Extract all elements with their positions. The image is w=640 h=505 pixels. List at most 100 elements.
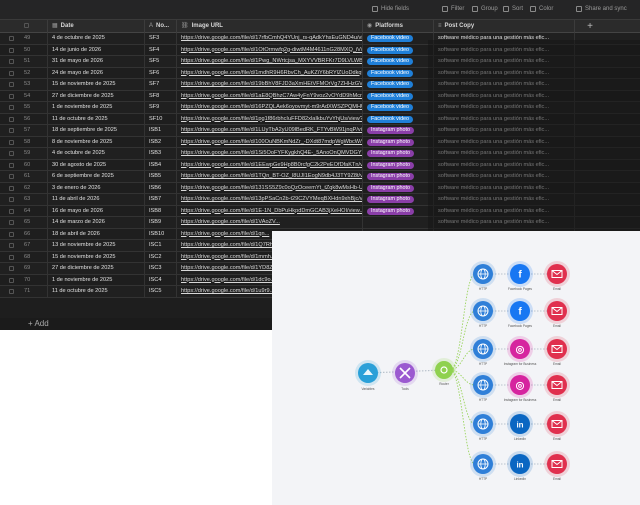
http-module[interactable]	[470, 451, 496, 477]
platforms-cell[interactable]: Facebook video	[363, 79, 434, 90]
group-button[interactable]: Group	[472, 6, 498, 12]
add-column-button[interactable]: +	[587, 21, 593, 32]
no-cell[interactable]: ISC2	[145, 251, 177, 263]
tools-module[interactable]	[392, 360, 418, 386]
social-module[interactable]: f	[507, 298, 533, 324]
no-cell[interactable]: SF4	[145, 44, 177, 56]
automation-scenario-canvas[interactable]: Variables Tools Router HTTP f Facebook Pages E…	[272, 231, 640, 505]
no-cell[interactable]: SF8	[145, 90, 177, 102]
row-checkbox[interactable]	[9, 70, 14, 76]
table-row[interactable]: 60 30 de agosto de 2025 ISB4 https://drive.…	[0, 159, 640, 171]
date-cell[interactable]: 11 de octubre de 2025	[48, 113, 145, 125]
no-cell[interactable]: ISC5	[145, 286, 177, 297]
row-checkbox[interactable]	[9, 243, 14, 248]
no-cell[interactable]: SF6	[145, 67, 177, 79]
date-cell[interactable]: 3 de enero de 2026	[48, 182, 145, 194]
no-cell[interactable]: SF3	[145, 33, 177, 44]
social-module[interactable]: f	[507, 261, 533, 287]
row-checkbox[interactable]	[9, 185, 14, 191]
date-cell[interactable]: 6 de septiembre de 2025	[48, 171, 145, 182]
post-copy-cell[interactable]: software médico para una gestión más efi…	[434, 33, 575, 44]
row-checkbox[interactable]	[9, 289, 14, 294]
no-cell[interactable]: ISB8	[145, 205, 177, 217]
select-all-column[interactable]	[0, 20, 48, 33]
http-module[interactable]	[470, 411, 496, 437]
hide-fields-button[interactable]: Hide fields	[372, 6, 409, 12]
date-cell[interactable]: 15 de noviembre de 2025	[48, 251, 145, 263]
date-cell[interactable]: 18 de septiembre de 2025	[48, 125, 145, 136]
row-checkbox[interactable]	[9, 105, 14, 110]
row-checkbox[interactable]	[9, 36, 14, 41]
table-row[interactable]: 49 4 de octubre de 2025 SF3 https://drive.g…	[0, 33, 640, 45]
image-url-link[interactable]: https://drive.google.com/file/d/1Pwg_NWr…	[177, 56, 363, 67]
no-cell[interactable]: ISB1	[145, 125, 177, 136]
image-url-link[interactable]: https://drive.google.com/file/d/1VAoZV..…	[177, 217, 363, 228]
date-cell[interactable]: 11 de octubre de 2025	[48, 286, 145, 297]
http-module[interactable]	[470, 372, 496, 398]
email-module[interactable]	[544, 372, 570, 398]
no-cell[interactable]: SF7	[145, 79, 177, 90]
no-cell[interactable]: SF5	[145, 56, 177, 67]
email-module[interactable]	[544, 336, 570, 362]
row-checkbox[interactable]	[9, 277, 14, 283]
row-checkbox[interactable]	[9, 93, 14, 99]
image-url-link[interactable]: https://drive.google.com/file/d/1pg1f86r…	[177, 113, 363, 125]
variables-module[interactable]	[355, 360, 381, 386]
no-cell[interactable]: ISB10	[145, 228, 177, 240]
row-checkbox[interactable]	[9, 208, 14, 214]
http-module[interactable]	[470, 298, 496, 324]
date-cell[interactable]: 13 de noviembre de 2025	[48, 240, 145, 251]
row-checkbox[interactable]	[9, 59, 14, 64]
date-cell[interactable]: 30 de agosto de 2025	[48, 159, 145, 171]
row-checkbox[interactable]	[9, 47, 14, 53]
image-url-link[interactable]: https://drive.google.com/file/d/1EEwpGe9…	[177, 159, 363, 171]
social-module[interactable]: in	[507, 451, 533, 477]
date-cell[interactable]: 27 de diciembre de 2025	[48, 263, 145, 274]
row-checkbox[interactable]	[9, 116, 14, 122]
image-url-link[interactable]: https://drive.google.com/file/d/19bBhV8F…	[177, 79, 363, 90]
row-checkbox[interactable]	[9, 197, 14, 202]
no-cell[interactable]: ISC1	[145, 240, 177, 251]
image-url-link[interactable]: https://drive.google.com/file/d/1TQn_BT-…	[177, 171, 363, 182]
platforms-cell[interactable]: Instagram photo	[363, 182, 434, 194]
image-url-link[interactable]: https://drive.google.com/file/d/100OuNBK…	[177, 136, 363, 148]
row-checkbox[interactable]	[9, 162, 14, 168]
router-module[interactable]	[432, 358, 456, 382]
date-cell[interactable]: 11 de abril de 2026	[48, 194, 145, 205]
row-checkbox[interactable]	[9, 151, 14, 156]
image-url-link[interactable]: https://drive.google.com/file/d/1E-1N_Db…	[177, 205, 363, 217]
platforms-cell[interactable]: Instagram photo	[363, 205, 434, 217]
image-url-link[interactable]: https://drive.google.com/file/d/131SS5Z9…	[177, 182, 363, 194]
platforms-cell[interactable]: Facebook video	[363, 33, 434, 44]
column-platforms[interactable]: ◉ Platforms	[363, 20, 434, 33]
row-checkbox[interactable]	[9, 139, 14, 145]
image-url-link[interactable]: https://drive.google.com/file/d/13pPSaCn…	[177, 194, 363, 205]
platforms-cell[interactable]: Instagram photo	[363, 159, 434, 171]
row-checkbox[interactable]	[9, 82, 14, 87]
email-module[interactable]	[544, 261, 570, 287]
row-checkbox[interactable]	[9, 128, 14, 133]
no-cell[interactable]: SF10	[145, 113, 177, 125]
platforms-cell[interactable]	[363, 217, 434, 228]
no-cell[interactable]: ISB6	[145, 182, 177, 194]
platforms-cell[interactable]: Facebook video	[363, 90, 434, 102]
social-module[interactable]: ◎	[507, 372, 533, 398]
date-cell[interactable]: 4 de octubre de 2025	[48, 33, 145, 44]
column-post-copy[interactable]: ≡ Post Copy	[434, 20, 575, 33]
column-date[interactable]: ▦ Date	[48, 20, 145, 33]
no-cell[interactable]: ISB4	[145, 159, 177, 171]
row-checkbox[interactable]	[9, 174, 14, 179]
date-cell[interactable]: 16 de mayo de 2026	[48, 205, 145, 217]
http-module[interactable]	[470, 336, 496, 362]
platforms-cell[interactable]: Instagram photo	[363, 171, 434, 182]
date-cell[interactable]: 24 de mayo de 2026	[48, 67, 145, 79]
platforms-cell[interactable]: Instagram photo	[363, 136, 434, 148]
no-cell[interactable]: ISB9	[145, 217, 177, 228]
row-checkbox[interactable]	[9, 266, 14, 271]
platforms-cell[interactable]: Facebook video	[363, 102, 434, 113]
row-checkbox[interactable]	[9, 220, 14, 225]
column-image-url[interactable]: ⛓ Image URL	[177, 20, 363, 33]
social-module[interactable]: ◎	[507, 336, 533, 362]
sort-button[interactable]: Sort	[503, 6, 523, 12]
no-cell[interactable]: ISB2	[145, 136, 177, 148]
